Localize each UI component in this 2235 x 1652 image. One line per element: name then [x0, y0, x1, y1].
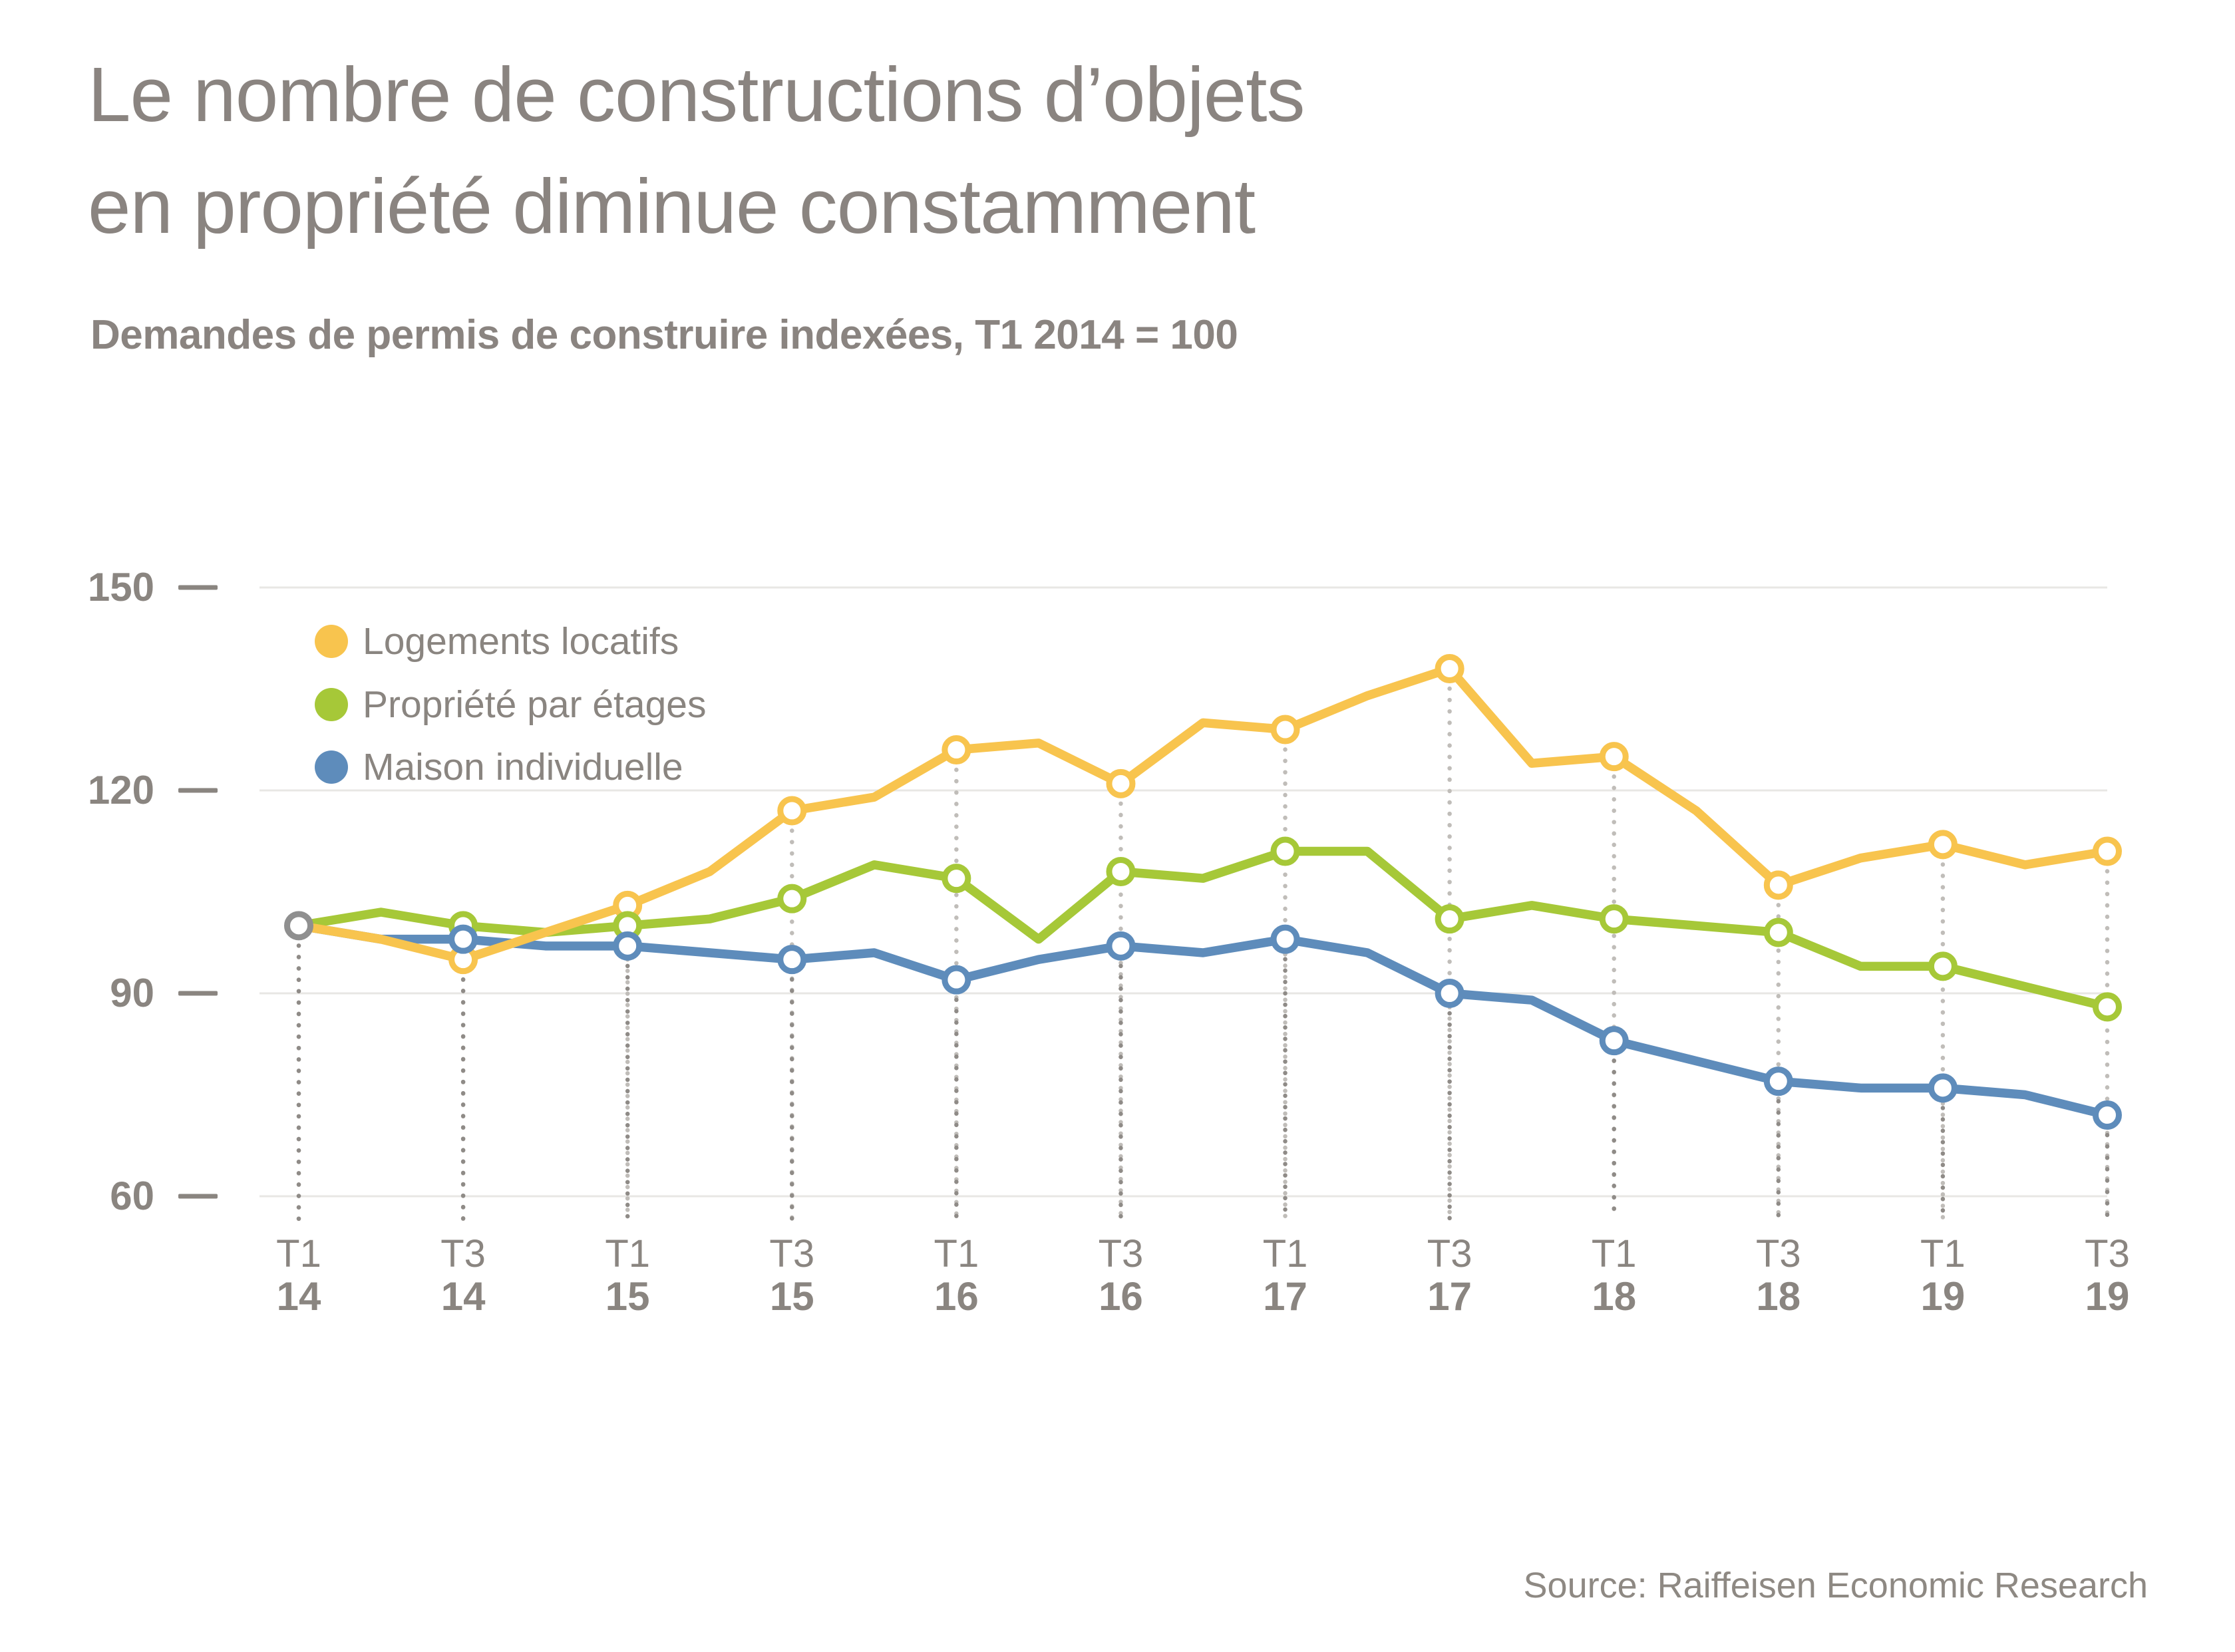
- marker-Maison individuelle-T1 18: [1599, 1026, 1629, 1056]
- marker-Maison individuelle-T3 14: [448, 924, 478, 954]
- marker-Logements locatifs-T1 17: [1270, 715, 1300, 744]
- y-tick-dash-150: [178, 585, 218, 590]
- x-axis-year: 18: [1756, 1274, 1801, 1319]
- marker-Maison individuelle-T1 15: [613, 931, 643, 961]
- marker-Maison individuelle-T1 19: [1928, 1073, 1958, 1103]
- x-axis-label-T1-14: T1 14: [240, 1233, 357, 1318]
- legend-item: Logements locatifs: [315, 620, 679, 663]
- marker-Logements locatifs-T1 16: [942, 735, 971, 764]
- x-axis-quarter: T3: [440, 1232, 486, 1275]
- gridlines: [259, 586, 2107, 1198]
- x-axis-label-T3-16: T3 16: [1062, 1233, 1179, 1318]
- marker-Propriété par étages-T1 17: [1270, 836, 1300, 866]
- x-axis-quarter: T3: [769, 1232, 815, 1275]
- legend-label: Logements locatifs: [363, 620, 679, 663]
- marker-index-base-T1 14: [284, 911, 313, 941]
- x-axis-year: 15: [605, 1274, 650, 1319]
- x-axis-year: 17: [1427, 1274, 1472, 1319]
- marker-Propriété par étages-T3 17: [1435, 904, 1464, 934]
- x-axis-year: 16: [934, 1274, 979, 1319]
- x-axis-year: 16: [1099, 1274, 1143, 1319]
- series-markers: [284, 653, 2122, 1130]
- marker-Maison individuelle-T3 16: [1106, 931, 1136, 961]
- x-axis-year: 19: [2085, 1274, 2130, 1319]
- x-axis-label-T3-19: T3 19: [2049, 1233, 2166, 1318]
- chart-title: Le nombre de constructions d’objets en p…: [88, 39, 1305, 262]
- marker-Propriété par étages-T3 19: [2092, 992, 2122, 1022]
- x-axis-label-T1-18: T1 18: [1556, 1233, 1673, 1318]
- x-axis-label-T1-16: T1 16: [898, 1233, 1015, 1318]
- marker-Maison individuelle-T3 18: [1763, 1067, 1793, 1096]
- legend-dot-icon: [315, 625, 348, 658]
- x-axis-quarter: T1: [276, 1232, 321, 1275]
- x-axis-label-T1-15: T1 15: [569, 1233, 686, 1318]
- y-axis-label-120: 120: [87, 767, 154, 812]
- x-axis-quarter: T1: [1591, 1232, 1637, 1275]
- legend-item: Propriété par étages: [315, 683, 707, 726]
- x-axis-quarter: T1: [934, 1232, 979, 1275]
- marker-Maison individuelle-T3 15: [777, 945, 807, 975]
- marker-Maison individuelle-T3 17: [1435, 979, 1464, 1008]
- marker-Propriété par étages-T1 18: [1599, 904, 1629, 934]
- y-axis-label-150: 150: [87, 564, 154, 609]
- legend-dot-icon: [315, 750, 348, 784]
- x-axis-label-T3-17: T3 17: [1391, 1233, 1508, 1318]
- legend-dot-icon: [315, 688, 348, 721]
- dotted-guides: [296, 686, 2110, 1222]
- series-line-Logements locatifs: [294, 664, 2112, 964]
- y-tick-dash-60: [178, 1194, 218, 1199]
- legend-item: Maison individuelle: [315, 746, 683, 788]
- x-axis-label-T1-17: T1 17: [1227, 1233, 1344, 1318]
- marker-Logements locatifs-T3 19: [2092, 836, 2122, 866]
- x-axis-quarter: T3: [1427, 1232, 1472, 1275]
- x-axis-quarter: T3: [1755, 1232, 1801, 1275]
- marker-Logements locatifs-T3 15: [777, 796, 807, 826]
- marker-Propriété par étages-T3 16: [1106, 856, 1136, 886]
- chart-title-line-1: Le nombre de constructions d’objets: [88, 51, 1305, 138]
- series-line-Propriété par étages: [294, 846, 2112, 1012]
- x-axis-label-T3-15: T3 15: [733, 1233, 850, 1318]
- x-axis-quarter: T1: [605, 1232, 651, 1275]
- marker-Propriété par étages-T1 16: [942, 864, 971, 894]
- x-axis-year: 19: [1920, 1274, 1966, 1319]
- y-tick-dash-90: [178, 991, 218, 996]
- chart-subtitle: Demandes de permis de construire indexée…: [90, 312, 1238, 358]
- x-axis-year: 17: [1263, 1274, 1307, 1319]
- y-tick-dashes: [178, 585, 218, 1199]
- chart-title-line-2: en propriété diminue constamment: [88, 163, 1256, 250]
- x-axis-quarter: T3: [1098, 1232, 1144, 1275]
- source-note: Source: Raiffeisen Economic Research: [1523, 1566, 2148, 1605]
- marker-Propriété par étages-T3 15: [777, 884, 807, 913]
- x-axis-quarter: T1: [1262, 1232, 1308, 1275]
- marker-Maison individuelle-T1 17: [1270, 924, 1300, 954]
- y-axis-label-60: 60: [110, 1174, 154, 1218]
- x-axis-year: 14: [440, 1274, 486, 1319]
- marker-Maison individuelle-T3 19: [2092, 1100, 2122, 1130]
- marker-Logements locatifs-T1 19: [1928, 830, 1958, 860]
- x-axis-label-T1-19: T1 19: [1884, 1233, 2001, 1318]
- legend-label: Propriété par étages: [363, 683, 707, 726]
- series-line-Maison individuelle: [294, 921, 2112, 1120]
- x-axis-quarter: T3: [2085, 1232, 2130, 1275]
- marker-Propriété par étages-T3 18: [1763, 917, 1793, 947]
- x-axis-label-T3-18: T3 18: [1720, 1233, 1837, 1318]
- marker-Logements locatifs-T3 18: [1763, 870, 1793, 900]
- marker-Propriété par étages-T1 19: [1928, 951, 1958, 981]
- marker-Logements locatifs-T3 17: [1435, 653, 1464, 683]
- y-tick-dash-120: [178, 788, 218, 793]
- legend-label: Maison individuelle: [363, 746, 683, 788]
- series-lines: [294, 664, 2112, 1120]
- y-axis-label-90: 90: [110, 971, 154, 1015]
- x-axis-year: 18: [1592, 1274, 1637, 1319]
- marker-Maison individuelle-T1 16: [942, 965, 971, 995]
- x-axis-label-T3-14: T3 14: [405, 1233, 522, 1318]
- x-axis-year: 15: [769, 1274, 814, 1319]
- marker-Logements locatifs-T3 16: [1106, 768, 1136, 798]
- x-axis-year: 14: [276, 1274, 321, 1319]
- x-axis-quarter: T1: [1920, 1232, 1966, 1275]
- marker-Logements locatifs-T1 18: [1599, 742, 1629, 772]
